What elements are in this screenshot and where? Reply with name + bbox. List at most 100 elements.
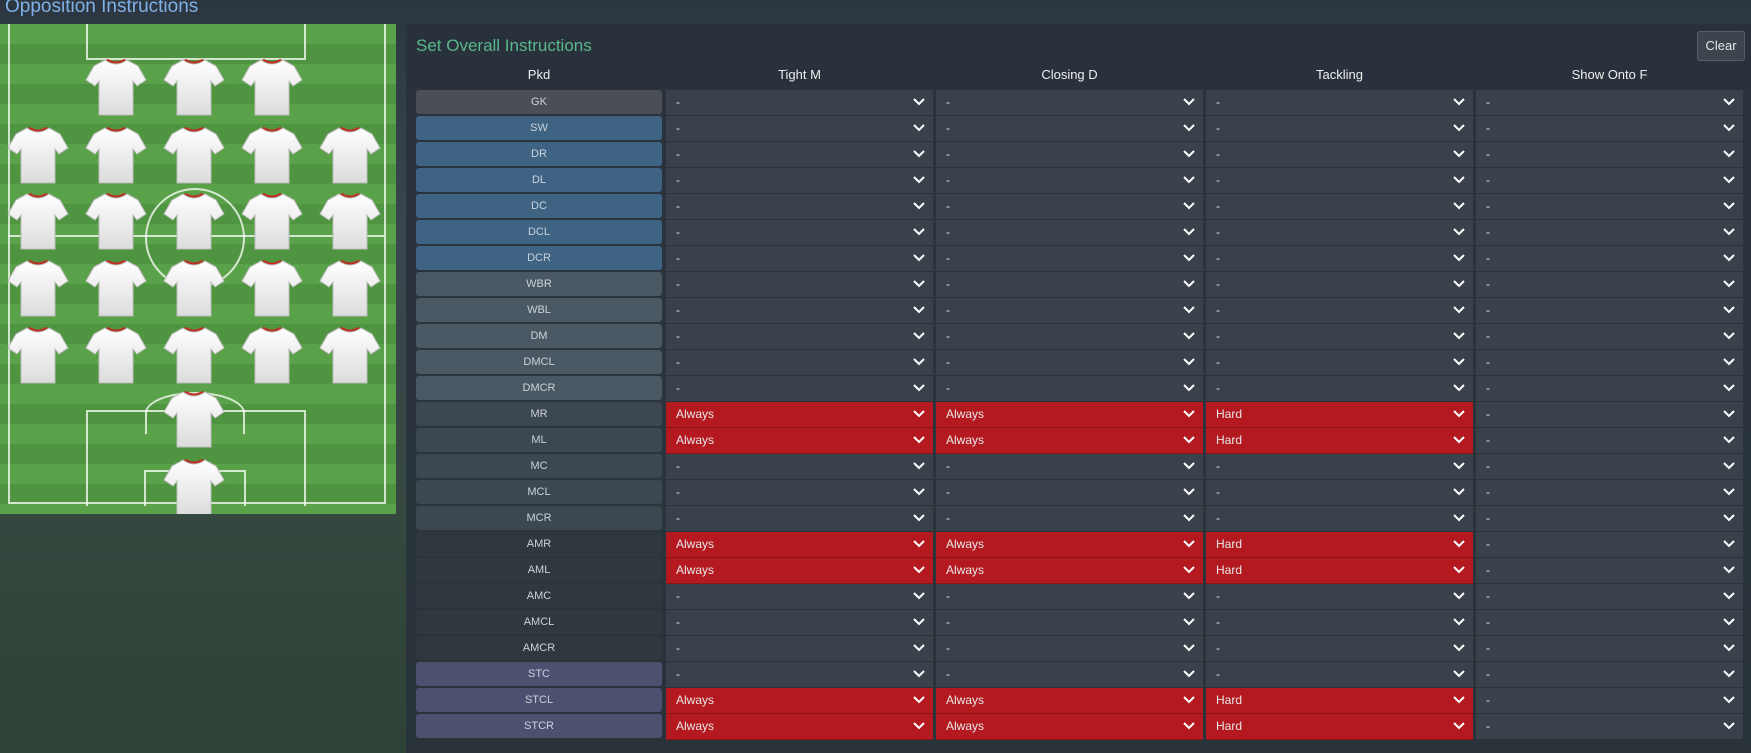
show-onto-foot-select[interactable]: - [1476,558,1743,584]
closing-down-select[interactable]: - [936,454,1203,480]
tackling-select[interactable]: - [1206,246,1473,272]
closing-down-select[interactable]: Always [936,714,1203,740]
show-onto-foot-select[interactable]: - [1476,168,1743,194]
shirt-icon[interactable] [163,388,225,450]
tackling-select[interactable]: - [1206,324,1473,350]
show-onto-foot-select[interactable]: - [1476,480,1743,506]
tackling-select[interactable]: - [1206,142,1473,168]
shirt-icon[interactable] [241,190,303,252]
show-onto-foot-select[interactable]: - [1476,376,1743,402]
position-label[interactable]: WBR [416,272,662,296]
closing-down-select[interactable]: - [936,610,1203,636]
show-onto-foot-select[interactable]: - [1476,454,1743,480]
closing-down-select[interactable]: Always [936,402,1203,428]
tight-marking-select[interactable]: - [666,506,933,532]
shirt-icon[interactable] [319,257,381,319]
position-label[interactable]: MCL [416,480,662,504]
tight-marking-select[interactable]: - [666,142,933,168]
closing-down-select[interactable]: - [936,272,1203,298]
tight-marking-select[interactable]: Always [666,688,933,714]
tackling-select[interactable]: Hard [1206,402,1473,428]
closing-down-select[interactable]: - [936,480,1203,506]
tackling-select[interactable]: Hard [1206,714,1473,740]
position-label[interactable]: ML [416,428,662,452]
tackling-select[interactable]: Hard [1206,428,1473,454]
shirt-icon[interactable] [7,257,69,319]
position-label[interactable]: AMR [416,532,662,556]
position-label[interactable]: STCR [416,714,662,738]
show-onto-foot-select[interactable]: - [1476,506,1743,532]
tackling-select[interactable]: Hard [1206,688,1473,714]
tackling-select[interactable]: - [1206,506,1473,532]
show-onto-foot-select[interactable]: - [1476,142,1743,168]
tight-marking-select[interactable]: - [666,272,933,298]
shirt-icon[interactable] [241,257,303,319]
position-label[interactable]: AMCL [416,610,662,634]
shirt-icon[interactable] [163,456,225,514]
tackling-select[interactable]: - [1206,454,1473,480]
show-onto-foot-select[interactable]: - [1476,90,1743,116]
closing-down-select[interactable]: - [936,220,1203,246]
tackling-select[interactable]: - [1206,220,1473,246]
tackling-select[interactable]: Hard [1206,558,1473,584]
tight-marking-select[interactable]: - [666,480,933,506]
show-onto-foot-select[interactable]: - [1476,662,1743,688]
position-label[interactable]: DL [416,168,662,192]
tackling-select[interactable]: - [1206,116,1473,142]
closing-down-select[interactable]: - [936,636,1203,662]
show-onto-foot-select[interactable]: - [1476,272,1743,298]
tight-marking-select[interactable]: - [666,662,933,688]
closing-down-select[interactable]: - [936,584,1203,610]
closing-down-select[interactable]: - [936,90,1203,116]
closing-down-select[interactable]: - [936,116,1203,142]
closing-down-select[interactable]: - [936,194,1203,220]
position-label[interactable]: DCL [416,220,662,244]
shirt-icon[interactable] [85,56,147,118]
show-onto-foot-select[interactable]: - [1476,584,1743,610]
show-onto-foot-select[interactable]: - [1476,220,1743,246]
closing-down-select[interactable]: - [936,376,1203,402]
shirt-icon[interactable] [241,324,303,386]
tight-marking-select[interactable]: - [666,116,933,142]
show-onto-foot-select[interactable]: - [1476,246,1743,272]
shirt-icon[interactable] [163,190,225,252]
position-label[interactable]: AMCR [416,636,662,660]
closing-down-select[interactable]: - [936,168,1203,194]
closing-down-select[interactable]: Always [936,428,1203,454]
position-label[interactable]: STCL [416,688,662,712]
tight-marking-select[interactable]: - [666,454,933,480]
tight-marking-select[interactable]: - [666,350,933,376]
show-onto-foot-select[interactable]: - [1476,350,1743,376]
position-label[interactable]: SW [416,116,662,140]
tight-marking-select[interactable]: - [666,90,933,116]
tackling-select[interactable]: - [1206,610,1473,636]
tackling-select[interactable]: - [1206,90,1473,116]
shirt-icon[interactable] [241,124,303,186]
show-onto-foot-select[interactable]: - [1476,402,1743,428]
tackling-select[interactable]: - [1206,298,1473,324]
shirt-icon[interactable] [85,324,147,386]
position-label[interactable]: MC [416,454,662,478]
closing-down-select[interactable]: Always [936,558,1203,584]
show-onto-foot-select[interactable]: - [1476,194,1743,220]
position-label[interactable]: AMC [416,584,662,608]
closing-down-select[interactable]: - [936,350,1203,376]
shirt-icon[interactable] [319,324,381,386]
tackling-select[interactable]: - [1206,662,1473,688]
shirt-icon[interactable] [7,124,69,186]
position-label[interactable]: STC [416,662,662,686]
tight-marking-select[interactable]: Always [666,402,933,428]
closing-down-select[interactable]: - [936,324,1203,350]
shirt-icon[interactable] [319,124,381,186]
shirt-icon[interactable] [7,324,69,386]
closing-down-select[interactable]: - [936,506,1203,532]
closing-down-select[interactable]: - [936,246,1203,272]
closing-down-select[interactable]: - [936,142,1203,168]
show-onto-foot-select[interactable]: - [1476,532,1743,558]
position-label[interactable]: AML [416,558,662,582]
shirt-icon[interactable] [319,190,381,252]
shirt-icon[interactable] [85,257,147,319]
tight-marking-select[interactable]: - [666,168,933,194]
position-label[interactable]: GK [416,90,662,114]
position-label[interactable]: MR [416,402,662,426]
